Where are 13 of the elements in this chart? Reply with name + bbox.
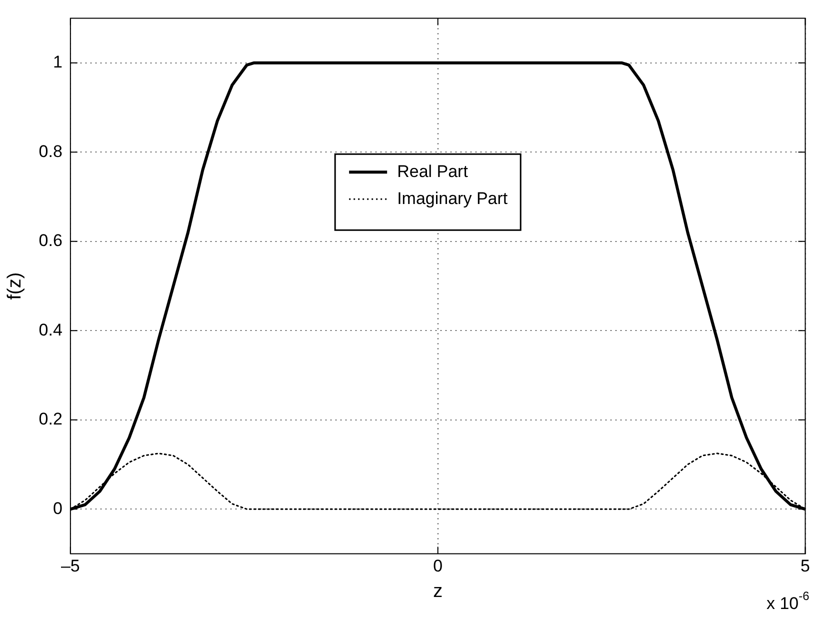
y-tick-label: 0.2 bbox=[38, 410, 62, 429]
legend-label: Real Part bbox=[397, 162, 468, 181]
y-axis-title: f(z) bbox=[4, 272, 26, 300]
legend-label: Imaginary Part bbox=[397, 188, 508, 208]
x-tick-label: 0 bbox=[433, 556, 443, 576]
y-tick-label: 0.8 bbox=[38, 142, 62, 161]
y-tick-label: 0.4 bbox=[38, 320, 62, 340]
y-tick-label: 0.6 bbox=[38, 231, 62, 250]
y-tick-label: 0 bbox=[52, 498, 62, 518]
x-tick-label: 5 bbox=[800, 556, 810, 576]
y-tick-label: 1 bbox=[52, 52, 62, 72]
x-tick-label: –5 bbox=[60, 556, 80, 576]
x-axis-title: z bbox=[433, 580, 443, 602]
